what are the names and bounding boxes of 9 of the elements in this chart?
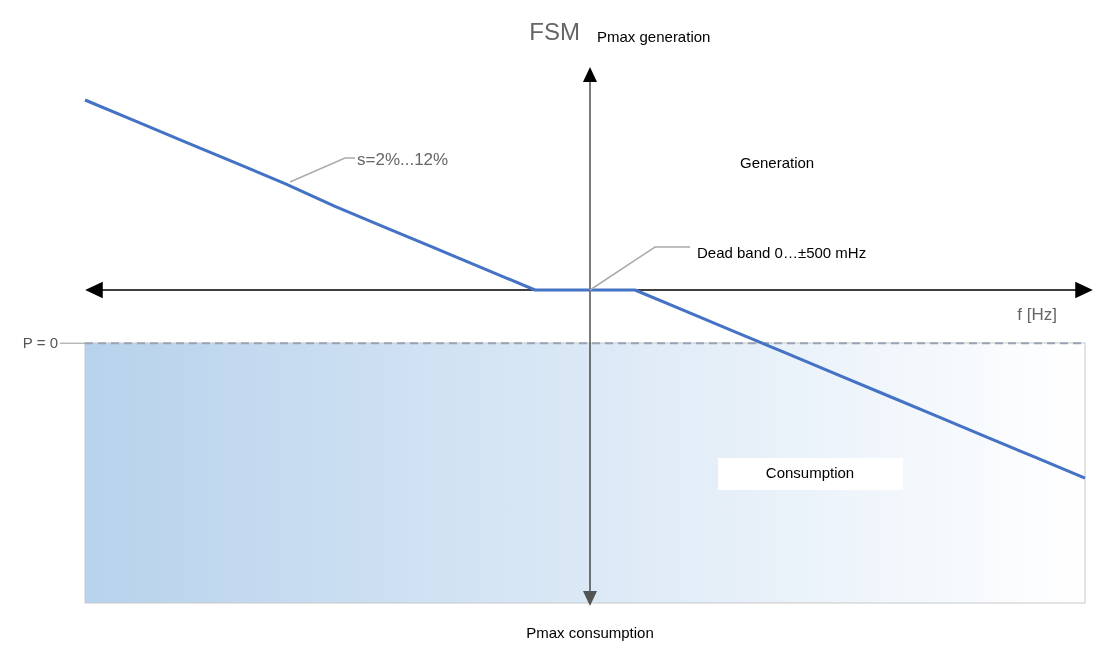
annotation: Dead band 0…±500 mHz (697, 244, 867, 261)
chart-title: FSM (529, 18, 580, 45)
annotation: Consumption (765, 464, 855, 481)
annotation: f [Hz] (1017, 305, 1057, 324)
annotation: Generation (740, 154, 815, 171)
ref-line-label: P = 0 (22, 334, 58, 352)
text: Pmax consumption (526, 624, 654, 641)
text: Pmax generation (597, 28, 711, 45)
annotation: s=2%...12% (357, 150, 449, 169)
